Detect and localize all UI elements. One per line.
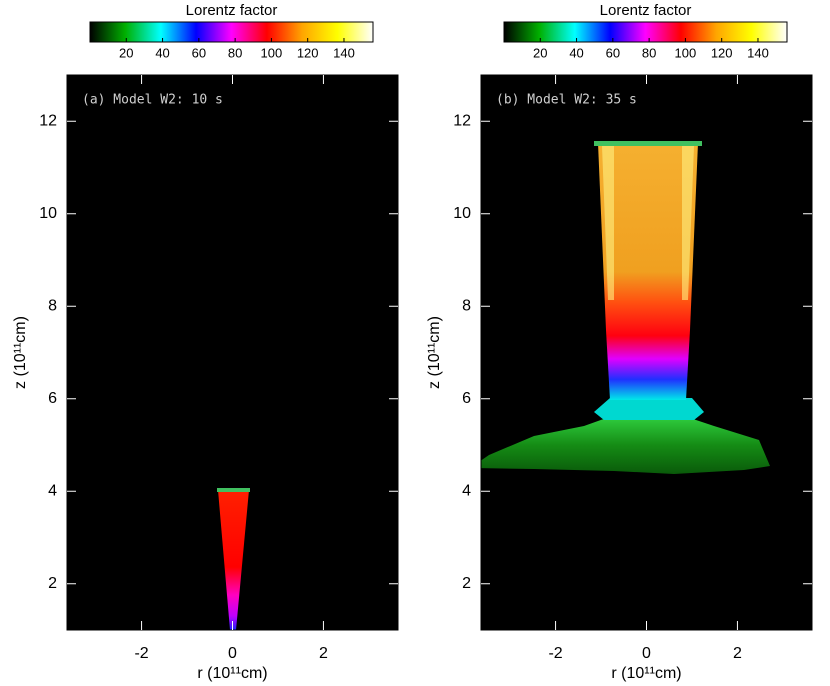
cocoon <box>481 416 770 474</box>
y-tick-label: 12 <box>39 112 57 129</box>
x-tick-label: 0 <box>642 645 651 662</box>
x-tick-label: 2 <box>733 645 742 662</box>
colorbar-tick-label: 100 <box>675 45 697 60</box>
y-tick-label: 4 <box>48 482 57 499</box>
panel: Lorentz factor 20 40 60 80 100 120 140 -2 0 2 2 4 6 8 1… <box>426 2 813 682</box>
jet-image <box>481 141 770 474</box>
panel: Lorentz factor 20 40 60 80 100 120 140 -2 0 2 2 4 6 8 1… <box>12 2 399 682</box>
colorbar-tick-label: 80 <box>228 45 242 60</box>
jet-edge <box>682 146 694 300</box>
y-tick-label: 12 <box>453 112 471 129</box>
colorbar-tick-label: 20 <box>533 45 547 60</box>
y-tick-label: 10 <box>39 205 57 222</box>
jet-base <box>594 398 704 420</box>
colorbar-tick-label: 60 <box>192 45 206 60</box>
colorbar-scale <box>89 21 374 43</box>
jet-head <box>217 488 250 492</box>
jet-head <box>594 141 702 146</box>
colorbar: Lorentz factor 20 40 60 80 100 120 140 <box>503 2 788 60</box>
x-tick-label: -2 <box>134 645 148 662</box>
y-tick-label: 8 <box>462 297 471 314</box>
colorbar-title: Lorentz factor <box>600 2 692 19</box>
colorbar-tick-label: 20 <box>119 45 133 60</box>
jet-edge <box>602 146 614 300</box>
colorbar-tick-label: 40 <box>569 45 583 60</box>
annotation: (a) Model W2: 10 s <box>82 93 223 108</box>
colorbar: Lorentz factor 20 40 60 80 100 120 140 <box>89 2 374 60</box>
colorbar-tick-label: 80 <box>642 45 656 60</box>
y-tick-label: 2 <box>48 575 57 592</box>
x-tick-label: -2 <box>548 645 562 662</box>
y-tick-label: 8 <box>48 297 57 314</box>
colorbar-tick-label: 60 <box>606 45 620 60</box>
y-axis-label: z (10¹¹cm) <box>426 316 443 389</box>
x-axis-label: r (10¹¹cm) <box>611 665 681 682</box>
colorbar-tick-label: 120 <box>711 45 733 60</box>
x-tick-label: 0 <box>228 645 237 662</box>
x-tick-label: 2 <box>319 645 328 662</box>
y-tick-label: 6 <box>462 390 471 407</box>
x-axis-label: r (10¹¹cm) <box>197 665 267 682</box>
y-tick-label: 10 <box>453 205 471 222</box>
colorbar-tick-label: 140 <box>747 45 769 60</box>
y-tick-label: 2 <box>462 575 471 592</box>
jet <box>598 143 698 400</box>
y-tick-label: 4 <box>462 482 471 499</box>
jet <box>218 490 249 630</box>
colorbar-tick-label: 100 <box>261 45 283 60</box>
colorbar-title: Lorentz factor <box>186 2 278 19</box>
colorbar-tick-label: 120 <box>297 45 319 60</box>
colorbar-tick-label: 140 <box>333 45 355 60</box>
y-axis-label: z (10¹¹cm) <box>12 316 29 389</box>
y-tick-label: 6 <box>48 390 57 407</box>
annotation: (b) Model W2: 35 s <box>496 93 637 108</box>
colorbar-tick-label: 40 <box>155 45 169 60</box>
colorbar-scale <box>503 21 788 43</box>
jet-image <box>217 488 250 630</box>
